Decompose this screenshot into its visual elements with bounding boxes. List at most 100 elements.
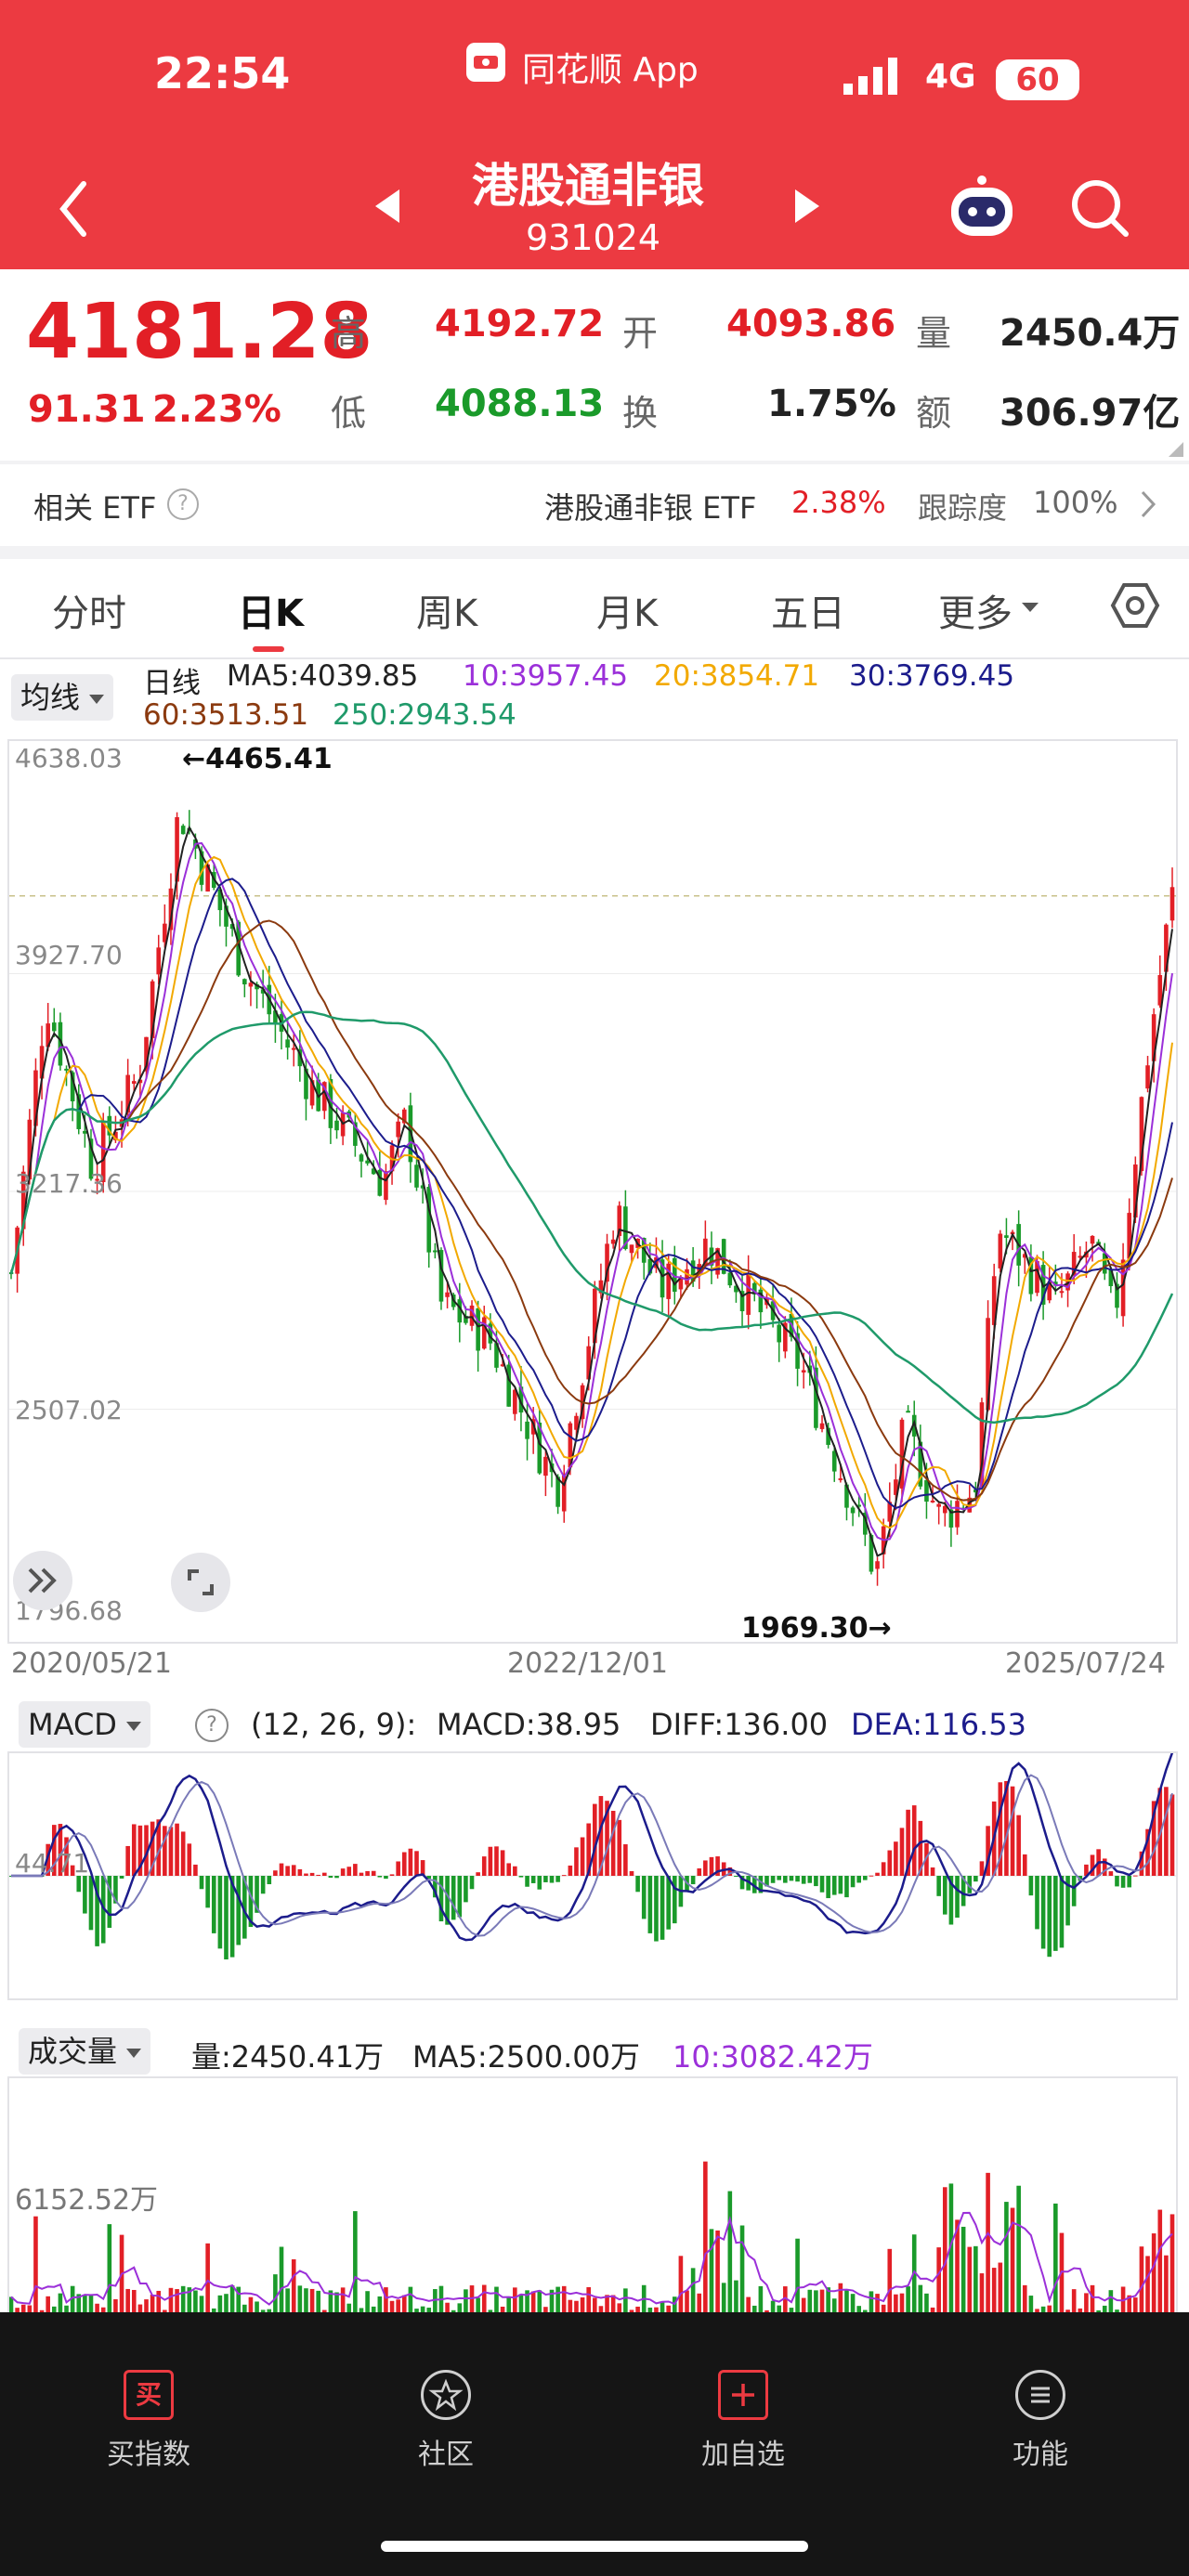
volume-bar bbox=[610, 2295, 616, 2320]
macd-histogram-bar bbox=[580, 1837, 585, 1876]
divider bbox=[0, 461, 1189, 464]
nav-functions[interactable]: 功能 bbox=[966, 2370, 1115, 2472]
volume-bar bbox=[739, 2225, 745, 2320]
bottom-nav bbox=[0, 2312, 1189, 2576]
volume-bar bbox=[9, 2296, 14, 2320]
tab-intraday[interactable]: 分时 bbox=[52, 592, 126, 635]
volume-bar bbox=[844, 2289, 849, 2320]
ma250-value: 250:2943.54 bbox=[333, 698, 516, 732]
tab-daily-k[interactable]: 日K bbox=[238, 592, 304, 635]
nav-buy-index[interactable]: 买 买指数 bbox=[74, 2370, 223, 2472]
macd-histogram-bar bbox=[543, 1876, 548, 1882]
nav-label: 社区 bbox=[418, 2439, 474, 2471]
candle-body bbox=[163, 923, 167, 943]
nav-community[interactable]: 社区 bbox=[372, 2370, 520, 2472]
candle-body bbox=[255, 983, 259, 990]
expand-arrows-icon[interactable] bbox=[13, 1551, 72, 1610]
macd-histogram-bar bbox=[457, 1876, 463, 1918]
volume-bar bbox=[1139, 2246, 1144, 2320]
candle-body bbox=[20, 1171, 26, 1229]
candle-body bbox=[918, 1441, 923, 1487]
candle-body bbox=[593, 1288, 597, 1344]
volume-bar bbox=[758, 2285, 764, 2320]
macd-histogram-bar bbox=[1102, 1858, 1107, 1876]
macd-histogram-bar bbox=[530, 1876, 536, 1883]
macd-histogram-bar bbox=[353, 1864, 358, 1876]
volume-bar bbox=[1120, 2286, 1126, 2320]
nav-add-watchlist[interactable]: 加自选 bbox=[669, 2370, 817, 2472]
volume-bar bbox=[76, 2294, 82, 2320]
back-icon[interactable] bbox=[56, 176, 93, 245]
volume-bar bbox=[187, 2287, 192, 2320]
prev-stock-icon[interactable] bbox=[372, 186, 405, 230]
macd-histogram-bar bbox=[291, 1865, 296, 1876]
volume-selector-dropdown[interactable]: 成交量 bbox=[19, 2028, 151, 2075]
macd-histogram-bar bbox=[1047, 1876, 1052, 1958]
candle-body bbox=[70, 1072, 75, 1101]
volume-bar bbox=[285, 2288, 290, 2320]
fullscreen-icon[interactable] bbox=[171, 1553, 230, 1612]
macd-histogram-bar bbox=[328, 1876, 333, 1879]
macd-histogram-bar bbox=[789, 1876, 794, 1881]
macd-panel[interactable] bbox=[7, 1751, 1178, 2000]
candle-body bbox=[1078, 1255, 1083, 1258]
robot-assistant-icon[interactable] bbox=[946, 173, 1018, 245]
macd-histogram-bar bbox=[1022, 1854, 1027, 1876]
macd-histogram-bar bbox=[70, 1865, 75, 1876]
candle-body bbox=[353, 1122, 358, 1146]
volume-bar bbox=[20, 2304, 26, 2320]
help-icon[interactable]: ? bbox=[167, 488, 199, 520]
volume-bar bbox=[875, 2294, 880, 2320]
macd-histogram-bar bbox=[340, 1868, 346, 1876]
search-icon[interactable] bbox=[1068, 176, 1133, 245]
candle-body bbox=[605, 1243, 609, 1282]
volume-bar bbox=[95, 2303, 99, 2320]
macd-histogram-bar bbox=[758, 1876, 764, 1893]
amount-label: 额 bbox=[916, 393, 952, 434]
macd-histogram-bar bbox=[906, 1809, 910, 1876]
nav-label: 买指数 bbox=[107, 2439, 190, 2471]
candle-body bbox=[359, 1154, 364, 1162]
candle-body bbox=[273, 1010, 278, 1023]
volume-bar bbox=[525, 2290, 529, 2320]
volume-bar bbox=[1004, 2202, 1009, 2320]
candle-body bbox=[144, 1036, 149, 1072]
macd-histogram-bar bbox=[242, 1876, 247, 1939]
macd-histogram-bar bbox=[610, 1811, 616, 1876]
candle-body bbox=[758, 1289, 764, 1313]
settings-hexagon-icon[interactable] bbox=[1109, 579, 1161, 635]
macd-histogram-bar bbox=[168, 1827, 174, 1876]
amount-value: 306.97亿 bbox=[1000, 392, 1181, 435]
volume-bar bbox=[1022, 2284, 1027, 2320]
next-stock-icon[interactable] bbox=[790, 186, 823, 230]
etf-row[interactable]: 相关 ETF ? 港股通非银 ETF 2.38% 跟踪度 100% bbox=[0, 464, 1189, 546]
candle-body bbox=[229, 924, 235, 930]
tab-monthly-k[interactable]: 月K bbox=[596, 592, 659, 635]
ma10-value: 10:3957.45 bbox=[463, 659, 629, 693]
macd-histogram-bar bbox=[955, 1876, 960, 1919]
ma-selector-dropdown[interactable]: 均线 bbox=[11, 674, 114, 721]
battery-badge: 60 bbox=[996, 59, 1079, 100]
tab-five-day[interactable]: 五日 bbox=[771, 592, 845, 635]
ma60-value: 60:3513.51 bbox=[143, 698, 309, 732]
x-date-start: 2020/05/21 bbox=[11, 1647, 172, 1680]
candle-body bbox=[156, 947, 162, 975]
candle-body bbox=[826, 1427, 830, 1445]
candle-body bbox=[924, 1479, 929, 1503]
kline-panel[interactable] bbox=[7, 739, 1178, 1644]
tab-weekly-k[interactable]: 周K bbox=[416, 592, 478, 635]
macd-params: (12, 26, 9): bbox=[251, 1707, 417, 1742]
macd-chart bbox=[9, 1753, 1176, 1960]
candle-body bbox=[814, 1367, 818, 1428]
volume-panel[interactable] bbox=[7, 2076, 1178, 2325]
candle-body bbox=[844, 1484, 849, 1508]
tab-more-dropdown-icon bbox=[1020, 600, 1040, 618]
macd-selector-dropdown[interactable]: MACD bbox=[19, 1701, 150, 1748]
macd-histogram-bar bbox=[1127, 1876, 1132, 1888]
tab-more[interactable]: 更多 bbox=[938, 592, 1013, 635]
volume-bar bbox=[229, 2285, 235, 2320]
etf-label: 相关 ETF bbox=[33, 490, 157, 526]
ma5-line bbox=[10, 825, 1173, 1557]
volume-bar bbox=[973, 2245, 978, 2320]
help-icon[interactable]: ? bbox=[195, 1709, 229, 1742]
